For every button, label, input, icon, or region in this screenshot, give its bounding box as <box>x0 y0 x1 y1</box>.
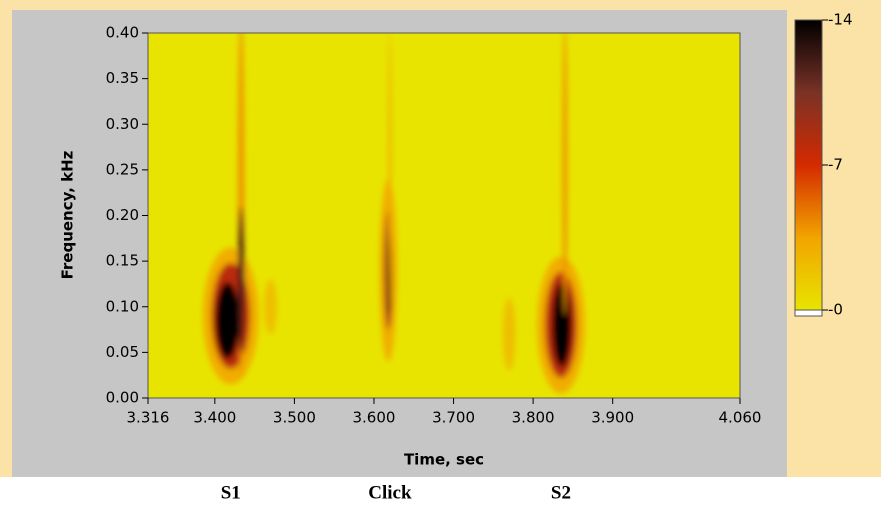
heatmap-blob <box>237 206 245 353</box>
heatmap-blob <box>552 283 572 367</box>
heatmap-layer <box>202 33 585 394</box>
x-tick-label: 4.060 <box>719 409 762 427</box>
y-tick-label: 0.05 <box>106 343 139 361</box>
y-tick-label: 0.25 <box>106 160 139 178</box>
annotation: S2 <box>551 482 571 503</box>
colorbar-low-marker <box>794 309 823 317</box>
x-tick-label: 3.316 <box>127 409 170 427</box>
heatmap-blob <box>562 33 568 316</box>
y-tick-label: 0.30 <box>106 115 139 133</box>
y-tick-label: 0.35 <box>106 69 139 87</box>
heatmap-blob <box>264 279 277 335</box>
colorbar-tick-label: -14 <box>828 11 853 29</box>
colorbar-tick-label: -7 <box>828 156 843 174</box>
x-tick-label: 3.800 <box>512 409 555 427</box>
colorbar-tick-label: -0 <box>828 301 843 319</box>
y-tick-label: 0.40 <box>106 24 139 42</box>
y-tick-label: 0.10 <box>106 297 139 315</box>
annotation: Click <box>368 482 412 503</box>
colorbar <box>794 19 823 311</box>
y-axis-label: Frequency, kHz <box>59 150 77 279</box>
heatmap-blob <box>502 297 516 371</box>
heatmap-blob <box>388 33 392 307</box>
x-axis-label: Time, sec <box>404 451 484 469</box>
x-tick-label: 3.700 <box>432 409 475 427</box>
x-tick-label: 3.600 <box>353 409 396 427</box>
y-tick-label: 0.00 <box>106 389 139 407</box>
x-tick-label: 3.500 <box>273 409 316 427</box>
y-tick-label: 0.20 <box>106 206 139 224</box>
annotation: S1 <box>221 482 241 503</box>
heatmap-blob <box>215 282 240 359</box>
y-tick-label: 0.15 <box>106 252 139 270</box>
x-tick-label: 3.900 <box>591 409 634 427</box>
plot-area <box>148 33 740 398</box>
x-tick-label: 3.400 <box>193 409 236 427</box>
